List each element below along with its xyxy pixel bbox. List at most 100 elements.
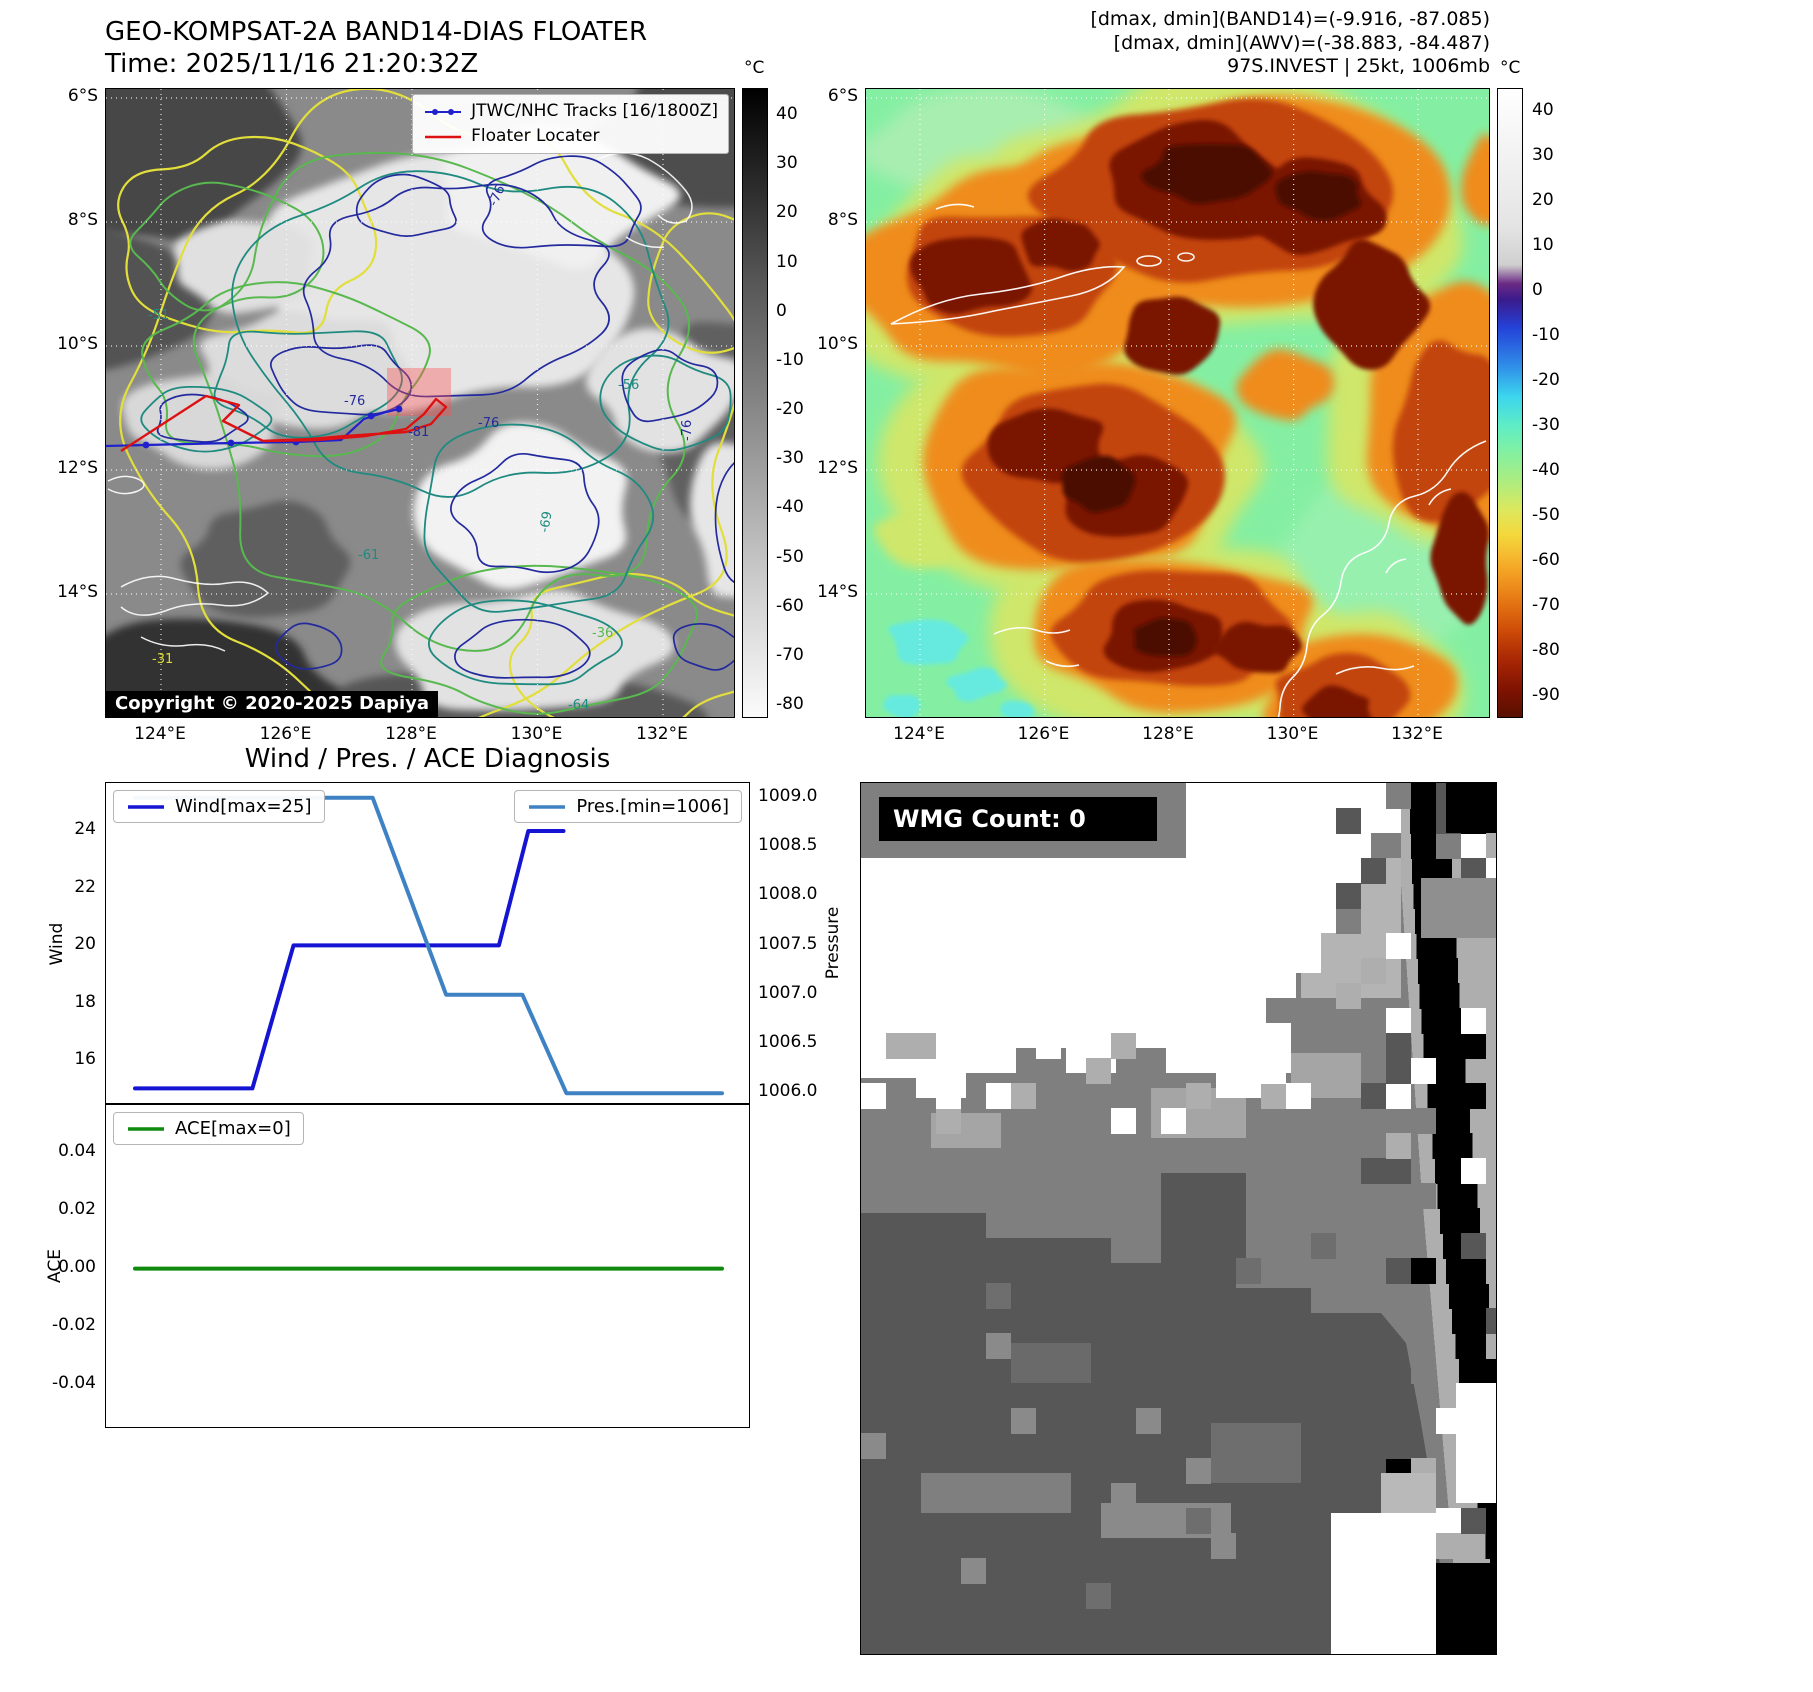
tick-label: -80 bbox=[776, 694, 804, 715]
wind-legend: Wind[max=25] bbox=[113, 790, 325, 823]
tick-label: 10°S bbox=[817, 334, 858, 354]
wmg-pixel bbox=[1411, 1108, 1436, 1134]
band14-colorbar-unit: °C bbox=[744, 58, 765, 78]
contour-label: -56 bbox=[618, 378, 639, 393]
wmg-pixel bbox=[1411, 1258, 1436, 1284]
tick-label: 1009.0 bbox=[758, 786, 818, 806]
wmg-pixel bbox=[1417, 958, 1458, 984]
wmg-pixel bbox=[1419, 983, 1460, 1009]
fill-blob bbox=[1021, 218, 1100, 272]
wind-pressure-chart bbox=[105, 782, 750, 1104]
pressure-axis-label: Pressure bbox=[823, 906, 843, 980]
tick-label: -30 bbox=[1532, 414, 1560, 435]
wmg-pixel bbox=[1386, 1433, 1411, 1459]
wmg-pixel bbox=[1432, 1133, 1473, 1159]
tick-label: -90 bbox=[1532, 685, 1560, 706]
lat-lon-gridlines bbox=[866, 89, 1489, 717]
stats-header: [dmax, dmin](BAND14)=(-9.916, -87.085) [… bbox=[1040, 8, 1490, 79]
tick-label: -40 bbox=[1532, 459, 1560, 480]
wmg-pixel bbox=[1011, 1083, 1036, 1109]
wmg-pixel bbox=[936, 1108, 961, 1134]
wmg-corner-blocks bbox=[1331, 783, 1496, 1654]
wind-legend-label: Wind[max=25] bbox=[175, 796, 312, 817]
wmg-pixel bbox=[1311, 1233, 1336, 1259]
legend-row-jtwc: JTWC/NHC Tracks [16/1800Z] bbox=[423, 99, 718, 124]
ace-line-sample-icon bbox=[128, 1126, 164, 1131]
fill-blob bbox=[910, 237, 1032, 315]
contour-line bbox=[302, 183, 610, 398]
wmg-pixel bbox=[986, 1083, 1011, 1109]
contour-line bbox=[141, 281, 431, 458]
fill-blob bbox=[1236, 349, 1335, 421]
tick-label: 8°S bbox=[67, 210, 98, 230]
fill-blob bbox=[173, 221, 314, 314]
fill-blob bbox=[106, 226, 215, 370]
wmg-pixel bbox=[1086, 1583, 1111, 1609]
tick-label: 14°S bbox=[57, 582, 98, 602]
wmg-pixel bbox=[1086, 1058, 1111, 1084]
tick-label: 6°S bbox=[67, 86, 98, 106]
tick-label: 130°E bbox=[1266, 724, 1319, 744]
contour-line bbox=[714, 462, 734, 583]
wmg-pixel bbox=[1111, 1483, 1136, 1509]
tick-label: 126°E bbox=[1017, 724, 1070, 744]
fill-blob bbox=[586, 328, 734, 453]
awv-colorbar bbox=[1497, 88, 1523, 718]
tick-label: 124°E bbox=[893, 724, 945, 744]
wmg-pixel bbox=[1136, 1408, 1161, 1434]
lat-lon-gridlines bbox=[106, 89, 734, 717]
contour-line bbox=[454, 618, 591, 679]
tick-label: 132°E bbox=[636, 724, 688, 744]
legend-label-floater: Floater Locater bbox=[471, 126, 600, 146]
wmg-pixel bbox=[1486, 1308, 1496, 1334]
wmg-pixel bbox=[1036, 1033, 1061, 1059]
wmg-pixel bbox=[1461, 1083, 1486, 1109]
wmg-pixel bbox=[1011, 1408, 1036, 1434]
fill-blob bbox=[106, 89, 302, 242]
tick-label: 8°S bbox=[827, 210, 858, 230]
wmg-pixel bbox=[1386, 1158, 1411, 1184]
ace-legend-label: ACE[max=0] bbox=[175, 1118, 291, 1139]
tick-label: 1006.0 bbox=[758, 1081, 818, 1102]
copyright-banner: Copyright © 2020-2025 Dapiya bbox=[106, 691, 439, 717]
tick-label: -70 bbox=[1532, 594, 1560, 615]
wmg-pixel bbox=[1386, 1058, 1411, 1084]
wmg-pixel bbox=[1386, 783, 1411, 809]
fill-blob bbox=[1124, 296, 1221, 375]
fill-blob bbox=[1141, 143, 1272, 204]
contour-label: -64 bbox=[568, 698, 589, 713]
fill-blob bbox=[1211, 621, 1302, 673]
ir-cloud-blobs bbox=[866, 89, 1489, 717]
series-line bbox=[133, 795, 724, 1096]
stats-band14: [dmax, dmin](BAND14)=(-9.916, -87.085) bbox=[1090, 8, 1490, 30]
wmg-pixel bbox=[861, 1083, 886, 1109]
wind-pressure-plot-area bbox=[133, 795, 724, 1096]
contour-line bbox=[423, 423, 655, 613]
jtwc-track-sample-icon bbox=[425, 108, 462, 115]
panel-time: Time: 2025/11/16 21:20:32Z bbox=[105, 49, 479, 79]
fill-blob bbox=[690, 442, 734, 598]
wmg-pixel bbox=[961, 1033, 986, 1059]
fill-blob bbox=[1133, 617, 1197, 657]
tick-label: -70 bbox=[776, 644, 804, 665]
fill-blob bbox=[413, 422, 627, 590]
diagnosis-title: Wind / Pres. / ACE Diagnosis bbox=[244, 744, 611, 774]
wmg-pixel bbox=[1486, 1333, 1496, 1359]
tick-label: -20 bbox=[1532, 369, 1560, 390]
fill-blob bbox=[1461, 133, 1489, 226]
wmg-pixel bbox=[1186, 1458, 1211, 1484]
tick-label: -0.02 bbox=[52, 1314, 96, 1335]
wmg-pixel bbox=[961, 1558, 986, 1584]
wmg-pixel bbox=[1461, 833, 1486, 859]
tick-label: -40 bbox=[776, 497, 804, 518]
tick-label: 16 bbox=[74, 1049, 96, 1069]
tick-label: -50 bbox=[776, 546, 804, 567]
jtwc-track-points bbox=[142, 405, 403, 449]
floater-track-sample-icon bbox=[425, 135, 462, 138]
band14-satellite-image: -76-81-76 -76-76-64-61-69-51-56-36-31 bbox=[106, 89, 734, 717]
wmg-pixel bbox=[1361, 858, 1386, 884]
wmg-pixel bbox=[1111, 1033, 1136, 1059]
stats-awv: [dmax, dmin](AWV)=(-38.883, -84.487) bbox=[1113, 31, 1490, 54]
contour-label: -76 bbox=[344, 394, 365, 409]
wmg-pixel bbox=[1261, 1058, 1286, 1084]
